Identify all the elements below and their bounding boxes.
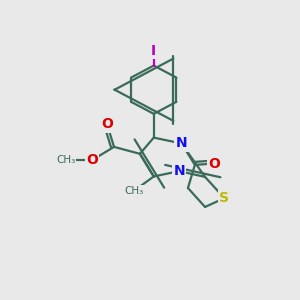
Text: N: N — [176, 136, 187, 150]
Text: O: O — [101, 117, 113, 131]
Text: CH₃: CH₃ — [56, 155, 75, 165]
Text: N: N — [173, 164, 185, 178]
Text: O: O — [86, 153, 98, 167]
Text: O: O — [208, 157, 220, 170]
Text: S: S — [219, 191, 230, 205]
Text: I: I — [151, 44, 156, 58]
Text: CH₃: CH₃ — [124, 186, 144, 196]
